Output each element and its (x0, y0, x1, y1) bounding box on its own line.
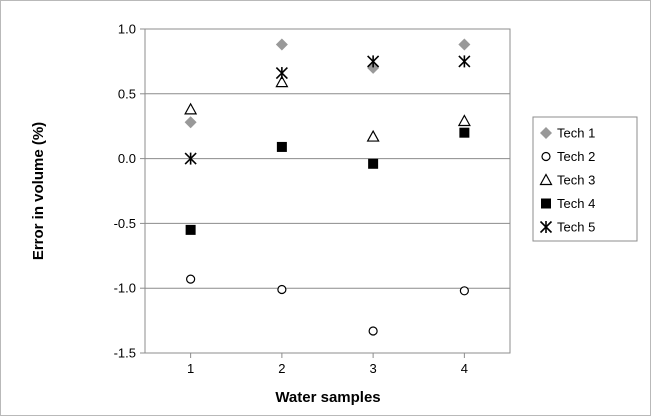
data-point (275, 66, 288, 80)
legend-marker (539, 220, 553, 234)
series-tech-4 (185, 127, 470, 235)
series-tech-5 (184, 55, 471, 165)
legend-label: Tech 3 (557, 173, 595, 188)
data-point (366, 129, 380, 142)
legend: Tech 1 Tech 2 Tech 3 Tech 4 Tech 5 (532, 116, 638, 242)
legend-marker (539, 173, 553, 186)
y-tick-label: 1.0 (118, 22, 136, 37)
y-tick-label: 0.0 (118, 151, 136, 166)
legend-label: Tech 2 (557, 149, 595, 164)
legend-label: Tech 5 (557, 220, 595, 235)
series-tech-1 (184, 38, 471, 129)
data-point (368, 326, 378, 336)
data-point (275, 38, 288, 51)
data-point (276, 141, 287, 152)
legend-marker (541, 198, 551, 209)
y-tick-label: -1.5 (114, 346, 136, 361)
data-point (184, 116, 197, 129)
y-tick-label: 0.5 (118, 86, 136, 101)
y-tick-label: -1.0 (114, 281, 136, 296)
legend-marker (540, 127, 552, 139)
data-point (184, 152, 197, 165)
data-point (458, 38, 471, 51)
x-tick-label: 1 (187, 361, 194, 376)
data-point (458, 55, 471, 68)
data-point (185, 224, 196, 235)
legend-label: Tech 1 (557, 126, 595, 141)
data-point (459, 127, 470, 138)
data-point (368, 158, 379, 169)
data-point (186, 274, 196, 284)
legend-box (532, 116, 638, 242)
data-points (184, 38, 471, 336)
series-tech-3 (184, 75, 471, 142)
data-point (459, 286, 469, 296)
gridlines (145, 93, 510, 289)
data-point (184, 102, 198, 115)
x-tick-label: 3 (370, 361, 377, 376)
legend-marker (541, 151, 551, 162)
x-tick-label: 4 (461, 361, 468, 376)
legend-label: Tech 4 (557, 196, 595, 211)
data-point (367, 55, 380, 68)
data-point (275, 75, 289, 88)
data-point (367, 61, 380, 74)
plot-area (144, 28, 511, 354)
x-tick-label: 2 (278, 361, 285, 376)
y-axis-title: Error in volume (%) (30, 122, 47, 260)
y-axis-ticks: 1.0 0.5 0.0 -0.5 -1.0 -1.5 (114, 22, 145, 361)
y-tick-label: -0.5 (114, 216, 136, 231)
x-axis-title: Water samples (275, 389, 380, 406)
data-point (457, 114, 471, 127)
data-point (277, 284, 287, 295)
x-axis-ticks: 1 2 3 4 (187, 353, 468, 376)
series-tech-2 (186, 274, 469, 336)
